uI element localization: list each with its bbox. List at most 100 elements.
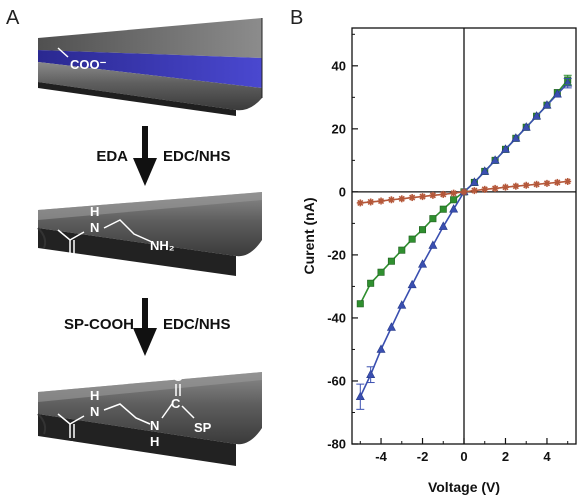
x-tick-label: 4 [543,449,551,464]
tube-carboxyl: COO⁻ [38,18,263,116]
panel-a: A COO⁻ EDA EDC/NHS [6,7,263,466]
data-point [367,198,375,206]
step2-reagent-right: EDC/NHS [163,316,231,333]
data-point [387,196,395,204]
data-point [377,268,385,276]
data-point [376,344,386,353]
star-d2 [460,188,468,195]
y-tick-label: -80 [327,437,346,452]
data-point [521,122,531,131]
data-point [439,190,447,198]
data-point [397,300,407,309]
carbonyl-o-2: O [173,369,183,384]
step2-arrow-head [133,328,157,356]
x-tick-label: -2 [417,449,429,464]
star-d2 [419,193,426,200]
panel-a-letter: A [6,7,20,29]
series-layer [355,74,573,410]
star-d2 [533,181,540,188]
data-point [533,180,541,188]
data-point [522,181,530,189]
y-tick-label: 0 [339,184,346,199]
star-d2 [523,182,530,189]
star-d2 [481,186,488,193]
data-point [542,100,552,109]
star-d2 [357,199,364,206]
carbonyl-c: C [171,396,181,411]
data-point [408,194,416,202]
data-point [500,144,510,153]
data-point [553,178,561,186]
data-point [429,215,437,223]
data-point [367,279,375,287]
star-d2 [398,195,405,202]
carbonyl-o: O [66,254,76,269]
step1-reagent-left: EDA [96,148,128,165]
amide-h: H [90,204,99,219]
data-point [387,257,395,265]
step1-arrow-head [133,158,157,186]
carbonyl-o-1: O [66,438,76,453]
star-d2 [554,179,561,186]
nanopore-cone [38,50,262,88]
amine-nh2: NH₂ [150,238,175,253]
x-tick-label: 0 [460,449,467,464]
y-tick-label: -20 [327,247,346,262]
error-bar [366,366,375,384]
data-point [469,177,479,186]
data-point [407,279,417,289]
data-point [480,166,490,175]
star-d2 [388,196,395,203]
data-point [512,182,520,190]
data-point [501,183,509,191]
data-point [481,185,489,193]
amide-n-1: N [90,404,99,419]
panel-b-letter: B [290,7,303,29]
y-tick-label: 20 [332,121,346,136]
series-2 [356,177,572,207]
data-point [386,322,396,331]
y-tick-label: 40 [332,58,346,73]
data-point [511,133,521,142]
amide-n: N [90,220,99,235]
y-axis-title: Curent (nA) [301,198,317,275]
data-point [438,221,448,230]
tube-sp-coupled: O N H N H C O SP [37,369,262,466]
data-point [449,204,459,213]
star-d2 [492,185,499,192]
reaction-step-2: SP-COOH EDC/NHS [64,298,231,356]
data-point [491,184,499,192]
amide-h-1: H [90,388,99,403]
data-point [552,89,562,98]
data-point [377,197,385,205]
star-d2 [502,184,509,191]
data-point [450,196,458,204]
step2-arrow-shaft [142,298,148,330]
star-d2 [564,178,571,185]
error-bar [356,383,365,410]
tube-amine: O N H NH₂ [37,192,262,276]
data-point [470,187,478,195]
data-point [429,191,437,199]
amide-n-2: N [150,418,159,433]
carboxyl-label: COO⁻ [70,57,107,72]
star-d2 [471,187,478,194]
data-point [418,259,428,268]
star-d2 [512,183,519,190]
data-point [398,195,406,203]
star-d2 [450,190,457,197]
data-point [428,240,438,249]
data-point [450,189,458,197]
y-tick-label: -60 [327,373,346,388]
data-point [439,205,447,213]
star-d2 [440,191,447,198]
reaction-step-1: EDA EDC/NHS [96,126,231,186]
star-d2 [377,197,385,205]
x-tick-label: 2 [502,449,509,464]
y-tick-label: -40 [327,310,346,325]
sp-label: SP [194,420,212,435]
